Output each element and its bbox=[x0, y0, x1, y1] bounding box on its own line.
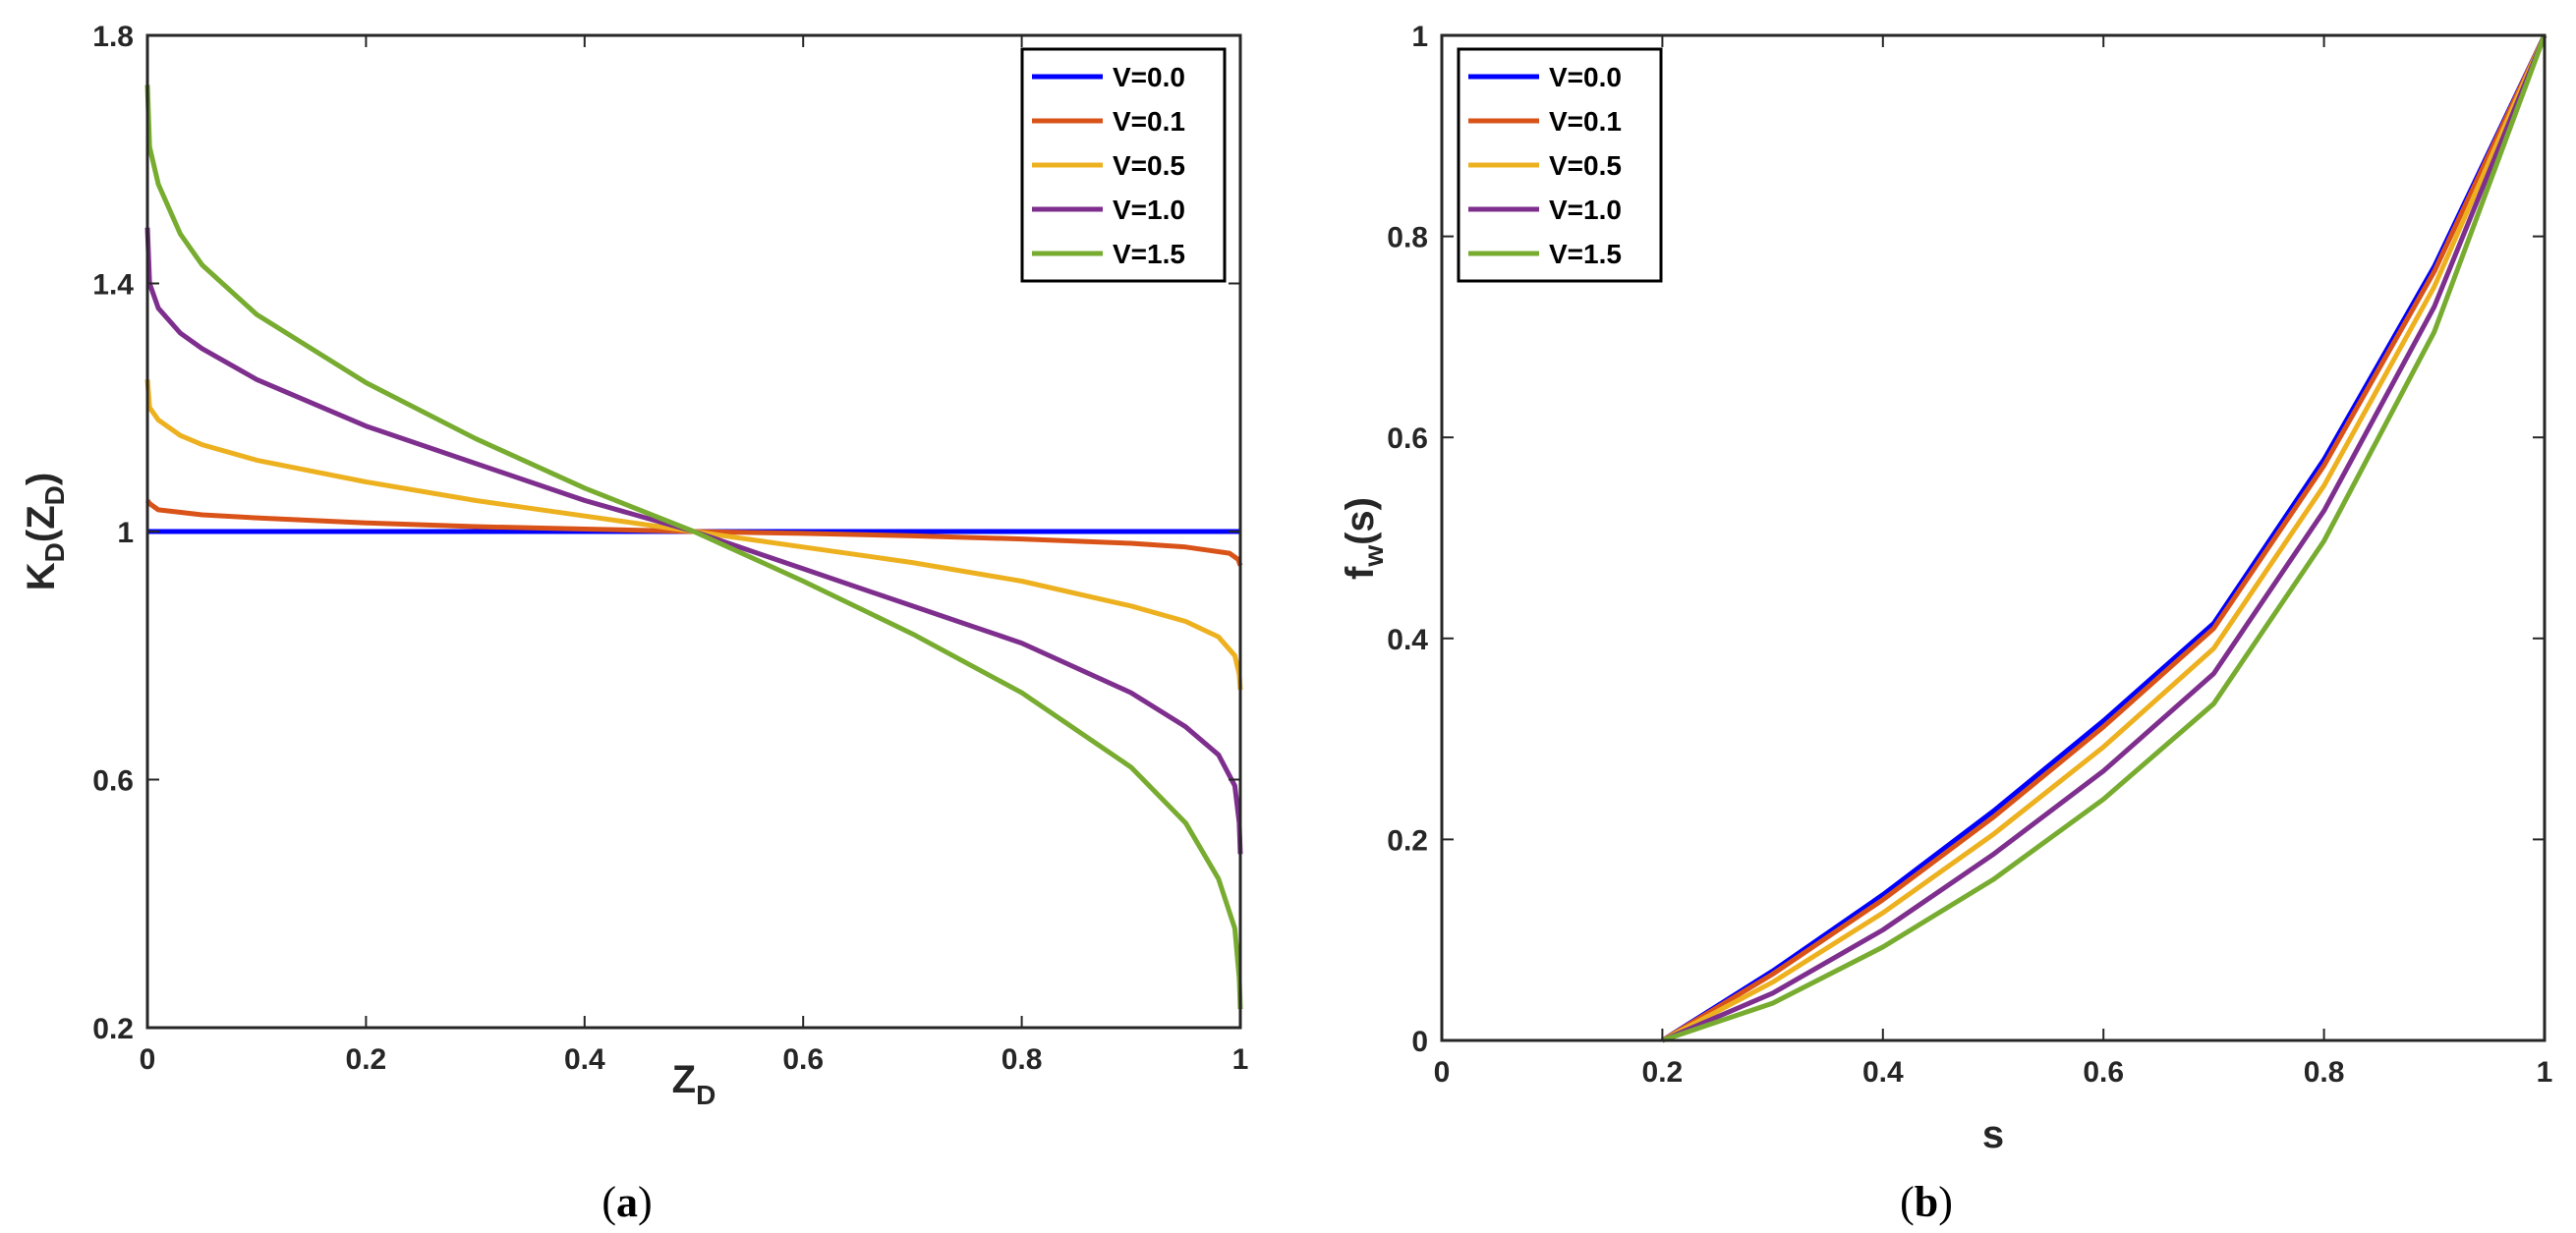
panel-b-x-tick-label: 0.2 bbox=[1642, 1056, 1684, 1089]
panel-b-series-line-1 bbox=[1661, 33, 2547, 1043]
panel-a-legend-label: V=0.5 bbox=[1113, 150, 1185, 181]
panel-b-x-tick-label: 0.4 bbox=[1862, 1056, 1904, 1089]
panel-b-x-tick-label: 0 bbox=[1434, 1056, 1451, 1089]
panel-b-legend-label: V=1.0 bbox=[1549, 195, 1622, 225]
panel-a-y-tick-label: 0.2 bbox=[92, 1013, 134, 1045]
panel-b-axes-box bbox=[1440, 33, 2547, 1042]
panel-a-legend-label: V=0.0 bbox=[1113, 62, 1185, 92]
panel-b-x-tick-label: 0.8 bbox=[2304, 1056, 2345, 1089]
panel-a-series-line-2 bbox=[144, 379, 1243, 691]
panel-b-series-line-0 bbox=[1661, 33, 2547, 1043]
panel-a-legend-label: V=1.0 bbox=[1113, 195, 1185, 225]
panel-a-x-axis-label: ZD bbox=[672, 1058, 716, 1110]
panel-b-series-line-2 bbox=[1661, 33, 2547, 1043]
panel-b-chart: 0 0.2 0.4 0.6 0.8 1 0 0.2 0.4 0.6 0.8 1 V=0.0 V=0.1 V… bbox=[1339, 21, 2552, 1226]
panel-a-y-tick-label: 1.8 bbox=[92, 21, 134, 53]
panel-a-y-axis-label: KD(ZD) bbox=[20, 473, 70, 590]
panel-a-x-tick-label: 0.2 bbox=[346, 1043, 387, 1076]
panel-b-y-tick-label: 0.4 bbox=[1387, 624, 1428, 656]
panel-a-caption: (a) bbox=[601, 1178, 652, 1226]
panel-b-series-line-4 bbox=[1661, 34, 2547, 1043]
panel-b-legend-label: V=0.0 bbox=[1549, 62, 1622, 92]
panel-b-y-tick-label: 0 bbox=[1411, 1026, 1428, 1058]
panel-b-y-tick-label: 1 bbox=[1411, 21, 1428, 53]
panel-b-y-axis-label: fw(s) bbox=[1339, 497, 1389, 580]
panel-a-x-tick-label: 0.4 bbox=[564, 1043, 605, 1076]
panel-a-x-tick-label: 0.6 bbox=[782, 1043, 824, 1076]
panel-b-series-line-3 bbox=[1661, 34, 2547, 1043]
panel-a-y-tick-label: 0.6 bbox=[92, 765, 134, 798]
panel-b-caption: (b) bbox=[1900, 1178, 1953, 1226]
panel-a-x-tick-label: 0.8 bbox=[1002, 1043, 1043, 1076]
panel-b-y-tick-label: 0.6 bbox=[1387, 422, 1428, 455]
panel-b-y-tick-label: 0.2 bbox=[1387, 824, 1428, 857]
panel-b-legend-label: V=0.1 bbox=[1549, 106, 1622, 137]
panel-a-y-tick-label: 1 bbox=[117, 517, 134, 549]
panel-a-chart: 0 0.2 0.4 0.6 0.8 10.20.611.41.8 V=0.0V=0.1V=… bbox=[20, 21, 1248, 1226]
panel-b-x-tick-label: 1 bbox=[2537, 1056, 2553, 1089]
panel-a-x-tick-label: 0 bbox=[140, 1043, 156, 1076]
panel-b-legend-label: V=0.5 bbox=[1549, 150, 1622, 181]
panel-a-series-line-4 bbox=[144, 84, 1243, 1010]
panel-a-legend bbox=[1020, 47, 1227, 283]
panel-b-y-tick-label: 0.8 bbox=[1387, 222, 1428, 254]
panel-b-legend-label: V=1.5 bbox=[1549, 239, 1622, 269]
panel-b-x-axis-label: s bbox=[1982, 1113, 2004, 1156]
panel-a-legend-label: V=1.5 bbox=[1113, 239, 1185, 269]
panel-a-x-tick-label: 1 bbox=[1232, 1043, 1249, 1076]
panel-a-legend-label: V=0.1 bbox=[1113, 106, 1185, 137]
panel-b-x-tick-label: 0.6 bbox=[2083, 1056, 2124, 1089]
panel-a-y-tick-label: 1.4 bbox=[92, 269, 134, 302]
